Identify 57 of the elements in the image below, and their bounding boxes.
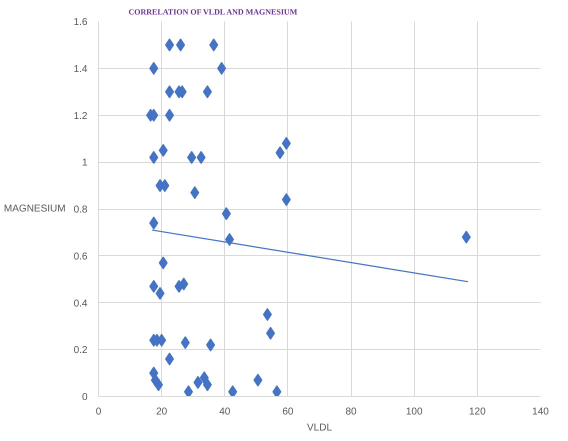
point bbox=[202, 85, 212, 98]
point bbox=[266, 326, 276, 340]
point bbox=[228, 385, 238, 396]
point bbox=[202, 378, 212, 392]
point bbox=[149, 216, 158, 230]
y-axis-title: MAGNESIUM bbox=[4, 204, 66, 214]
y-tick-label: 0.8 bbox=[74, 204, 88, 216]
point bbox=[184, 385, 193, 396]
y-tick-label: 0.2 bbox=[74, 345, 88, 356]
point bbox=[225, 232, 234, 246]
point bbox=[149, 150, 158, 164]
point bbox=[282, 193, 291, 206]
x-tick-label: 100 bbox=[406, 406, 423, 418]
point bbox=[158, 256, 168, 270]
point bbox=[222, 207, 231, 220]
y-tick-label: 0.6 bbox=[74, 251, 88, 262]
point bbox=[176, 38, 186, 52]
x-tick-label: 40 bbox=[219, 406, 231, 418]
point bbox=[193, 376, 202, 389]
point bbox=[206, 338, 216, 352]
point bbox=[462, 230, 471, 244]
point bbox=[158, 144, 168, 157]
y-tick-label: 1.6 bbox=[74, 17, 88, 28]
point bbox=[154, 378, 163, 392]
point bbox=[217, 62, 226, 75]
x-tick-label: 0 bbox=[96, 406, 102, 418]
chart-title: CORRELATION OF VLDL AND MAGNESIUM bbox=[128, 8, 298, 16]
point bbox=[282, 136, 291, 150]
point bbox=[157, 334, 166, 347]
point bbox=[196, 150, 206, 164]
y-tick-label: 1.4 bbox=[74, 64, 88, 75]
x-tick-label: 140 bbox=[532, 406, 550, 418]
point bbox=[179, 278, 188, 290]
point bbox=[149, 280, 158, 293]
point bbox=[165, 38, 174, 52]
point bbox=[187, 150, 196, 164]
point bbox=[272, 385, 282, 396]
y-tick-label: 1.2 bbox=[74, 110, 88, 122]
point bbox=[165, 108, 174, 122]
point bbox=[165, 352, 174, 366]
x-tick-label: 120 bbox=[469, 406, 486, 418]
y-tick-label: 1 bbox=[82, 158, 88, 169]
point bbox=[190, 186, 200, 200]
point bbox=[253, 374, 262, 387]
x-tick-label: 60 bbox=[282, 406, 294, 418]
y-tick-label: 0 bbox=[82, 392, 88, 403]
point bbox=[209, 38, 218, 52]
point bbox=[149, 62, 158, 75]
x-axis-title: VLDL bbox=[306, 422, 332, 434]
x-tick-label: 80 bbox=[346, 406, 358, 418]
point bbox=[156, 286, 165, 300]
point bbox=[180, 336, 190, 350]
point bbox=[262, 308, 272, 321]
y-tick-label: 0.4 bbox=[74, 298, 88, 310]
x-tick-label: 20 bbox=[156, 406, 168, 418]
point bbox=[276, 146, 285, 160]
point bbox=[165, 85, 174, 98]
